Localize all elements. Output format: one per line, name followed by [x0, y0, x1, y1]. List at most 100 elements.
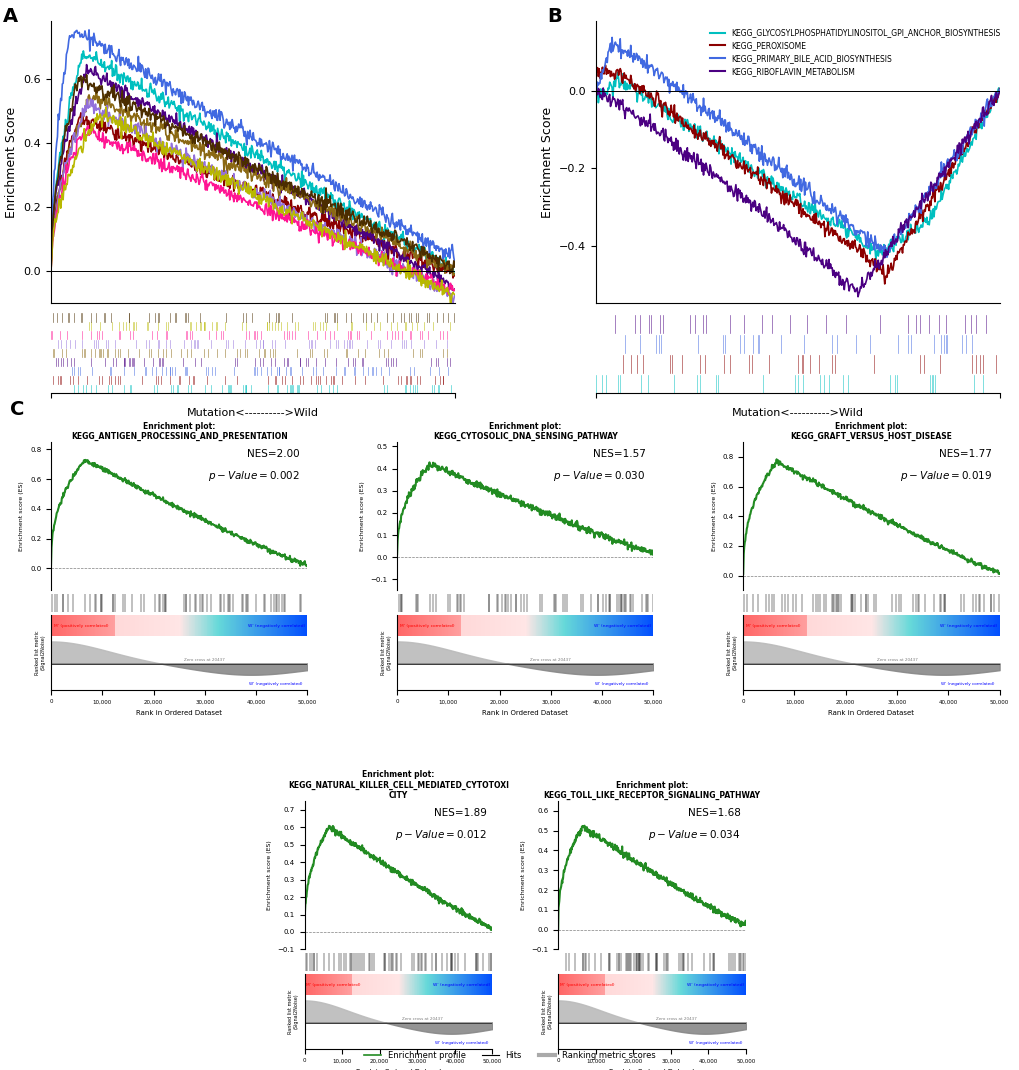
KEGG_GRAFT_VERSUS_HOST_DISEASE: [239, 131, 252, 143]
KEGG_NATURAL_KILLER_CELL_MEDIATED_CYTOTOXICITY: [45, 259, 57, 272]
KEGG_RIBOFLAVIN_METABOLISM: [984, 89, 997, 102]
KEGG_PRIMARY_BILE_ACID_BIOSYNTHESIS: [830, 218, 843, 231]
KEGG_TOLL_LIKE_RECEPTOR_SIGNALING_PATHWAY: [376, 247, 388, 260]
KEGG_ANTIGEN_PROCESSING_AND_PRESENTATION: [239, 140, 252, 153]
KEGG_PRION_DISEASES: [237, 183, 250, 196]
KEGG_TOLL_LIKE_RECEPTOR_SIGNALING_PATHWAY: [239, 185, 252, 198]
KEGG_PEROXISOME: [830, 227, 843, 240]
Y-axis label: Ranked list metric
(Signal2Noise): Ranked list metric (Signal2Noise): [727, 630, 737, 675]
KEGG_PRION_DISEASES: [86, 93, 98, 106]
Y-axis label: Ranked list metric
(Signal2Noise): Ranked list metric (Signal2Noise): [541, 990, 552, 1034]
KEGG_CYTOSOLIC_DNA_SENSING_PATHWAY: [237, 175, 250, 188]
Text: W' (negatively correlated): W' (negatively correlated): [593, 624, 650, 628]
KEGG_PEROXISOME: [784, 195, 796, 208]
KEGG_ANTIGEN_PROCESSING_AND_PRESENTATION: [45, 260, 57, 273]
KEGG_GRAFT_VERSUS_HOST_DISEASE: [376, 201, 388, 214]
Y-axis label: Ranked list metric
(Signal2Noise): Ranked list metric (Signal2Noise): [288, 990, 299, 1034]
Y-axis label: Enrichment score (ES): Enrichment score (ES): [711, 482, 716, 551]
Text: W' (negatively correlated): W' (negatively correlated): [688, 1041, 742, 1045]
Text: NES=1.68: NES=1.68: [687, 809, 740, 819]
Legend: KEGG_ANTIGEN_PROCESSING_AND_PRESENTATION, KEGG_CYTOSOLIC_DNA_SENSING_PATHWAY, KE: KEGG_ANTIGEN_PROCESSING_AND_PRESENTATION…: [633, 26, 874, 143]
KEGG_ANTIGEN_PROCESSING_AND_PRESENTATION: [448, 268, 461, 280]
KEGG_TYPE_I_DIABETES_MELLITUS: [239, 159, 252, 172]
Line: KEGG_TOLL_LIKE_RECEPTOR_SIGNALING_PATHWAY: KEGG_TOLL_LIKE_RECEPTOR_SIGNALING_PATHWA…: [51, 107, 454, 307]
Text: C: C: [10, 400, 24, 418]
X-axis label: Rank in Ordered Dataset: Rank in Ordered Dataset: [137, 709, 222, 716]
Text: $\it{p-Value}={0.019}$: $\it{p-Value}={0.019}$: [899, 469, 990, 483]
KEGG_CYTOSOLIC_DNA_SENSING_PATHWAY: [446, 272, 459, 285]
Legend: KEGG_GLYCOSYLPHOSPHATIDYLINOSITOL_GPI_ANCHOR_BIOSYNTHESIS, KEGG_PEROXISOME, KEGG: KEGG_GLYCOSYLPHOSPHATIDYLINOSITOL_GPI_AN…: [706, 26, 1003, 79]
KEGG_GRAFT_VERSUS_HOST_DISEASE: [439, 243, 451, 256]
KEGG_PEROXISOME: [599, 59, 611, 72]
Title: Enrichment plot:
KEGG_TOLL_LIKE_RECEPTOR_SIGNALING_PATHWAY: Enrichment plot: KEGG_TOLL_LIKE_RECEPTOR…: [543, 781, 760, 800]
KEGG_TOLL_LIKE_RECEPTOR_SIGNALING_PATHWAY: [448, 288, 461, 301]
KEGG_RIBOFLAVIN_METABOLISM: [808, 253, 820, 265]
KEGG_PROSTATE_CANCER: [45, 264, 57, 277]
KEGG_PRION_DISEASES: [376, 256, 388, 269]
KEGG_LEISHMANIA_INFECTION: [447, 285, 460, 297]
Text: $\it{p-Value}={0.034}$: $\it{p-Value}={0.034}$: [647, 828, 740, 842]
Text: W' (negatively correlated): W' (negatively correlated): [686, 982, 744, 987]
KEGG_RIBOFLAVIN_METABOLISM: [993, 86, 1005, 98]
Text: $\it{p-Value}={0.002}$: $\it{p-Value}={0.002}$: [208, 469, 300, 483]
Text: M' (positively correlated): M' (positively correlated): [745, 624, 800, 628]
KEGG_TYPE_I_DIABETES_MELLITUS: [285, 181, 298, 194]
KEGG_TOLL_LIKE_RECEPTOR_SIGNALING_PATHWAY: [264, 192, 276, 204]
Line: KEGG_GRAFT_VERSUS_HOST_DISEASE: KEGG_GRAFT_VERSUS_HOST_DISEASE: [51, 30, 454, 270]
KEGG_TYPE_I_DIABETES_MELLITUS: [376, 227, 388, 240]
KEGG_PRION_DISEASES: [285, 213, 298, 226]
KEGG_GLYCOSYLPHOSPHATIDYLINOSITOL_GPI_ANCHOR_BIOSYNTHESIS: [830, 218, 843, 231]
KEGG_TOLL_LIKE_RECEPTOR_SIGNALING_PATHWAY: [100, 101, 112, 113]
Y-axis label: Enrichment score (ES): Enrichment score (ES): [360, 482, 365, 551]
KEGG_TOLL_LIKE_RECEPTOR_SIGNALING_PATHWAY: [45, 264, 57, 277]
KEGG_TYPE_I_DIABETES_MELLITUS: [448, 260, 461, 273]
KEGG_PRIMARY_BILE_ACID_BIOSYNTHESIS: [993, 82, 1005, 95]
KEGG_RIBOFLAVIN_METABOLISM: [596, 81, 608, 94]
KEGG_RIBOFLAVIN_METABOLISM: [830, 269, 843, 281]
KEGG_PROSTATE_CANCER: [239, 196, 252, 209]
KEGG_PEROXISOME: [877, 277, 890, 290]
Line: KEGG_RIBOFLAVIN_METABOLISM: KEGG_RIBOFLAVIN_METABOLISM: [595, 88, 999, 296]
Y-axis label: Ranked list metric
(Signal2Noise): Ranked list metric (Signal2Noise): [380, 630, 391, 675]
KEGG_NATURAL_KILLER_CELL_MEDIATED_CYTOTOXICITY: [264, 177, 276, 189]
Text: Zero cross at 20437: Zero cross at 20437: [875, 658, 916, 662]
KEGG_CYTOSOLIC_DNA_SENSING_PATHWAY: [376, 241, 388, 254]
KEGG_ANTIGEN_PROCESSING_AND_PRESENTATION: [264, 156, 276, 169]
KEGG_GLYCOSYLPHOSPHATIDYLINOSITOL_GPI_ANCHOR_BIOSYNTHESIS: [921, 215, 933, 228]
KEGG_TOLL_LIKE_RECEPTOR_SIGNALING_PATHWAY: [285, 217, 298, 230]
Y-axis label: Enrichment score (ES): Enrichment score (ES): [521, 840, 525, 911]
Y-axis label: Enrichment score (ES): Enrichment score (ES): [267, 840, 272, 911]
KEGG_GRAFT_VERSUS_HOST_DISEASE: [237, 126, 250, 139]
KEGG_PROSTATE_CANCER: [448, 284, 461, 296]
KEGG_PROSTATE_CANCER: [237, 192, 250, 204]
KEGG_TYPE_I_DIABETES_MELLITUS: [81, 68, 93, 81]
Text: Zero cross at 20437: Zero cross at 20437: [184, 658, 225, 662]
KEGG_NATURAL_KILLER_CELL_MEDIATED_CYTOTOXICITY: [446, 269, 459, 281]
Line: KEGG_PEROXISOME: KEGG_PEROXISOME: [595, 65, 999, 284]
KEGG_CYTOSOLIC_DNA_SENSING_PATHWAY: [439, 265, 451, 278]
X-axis label: Mutation<---------->Wild: Mutation<---------->Wild: [186, 409, 319, 418]
KEGG_PRIMARY_BILE_ACID_BIOSYNTHESIS: [589, 85, 601, 97]
KEGG_GLYCOSYLPHOSPHATIDYLINOSITOL_GPI_ANCHOR_BIOSYNTHESIS: [589, 85, 601, 97]
Text: M' (positively correlated): M' (positively correlated): [54, 624, 108, 628]
Text: Zero cross at 20437: Zero cross at 20437: [401, 1018, 442, 1021]
Text: $\it{p-Value}={0.030}$: $\it{p-Value}={0.030}$: [553, 469, 645, 483]
Text: NES=2.00: NES=2.00: [247, 449, 300, 459]
Text: NES=1.57: NES=1.57: [592, 449, 645, 459]
Text: W' (negatively correlated): W' (negatively correlated): [433, 982, 490, 987]
X-axis label: Rank in Ordered Dataset: Rank in Ordered Dataset: [356, 1069, 441, 1070]
KEGG_PEROXISOME: [984, 93, 997, 106]
Title: Enrichment plot:
KEGG_NATURAL_KILLER_CELL_MEDIATED_CYTOTOXI
CITY: Enrichment plot: KEGG_NATURAL_KILLER_CEL…: [287, 770, 508, 800]
KEGG_PRION_DISEASES: [448, 289, 461, 302]
KEGG_TOLL_LIKE_RECEPTOR_SIGNALING_PATHWAY: [439, 282, 451, 295]
Text: W' (negatively correlated): W' (negatively correlated): [249, 682, 302, 686]
KEGG_PEROXISOME: [782, 198, 794, 211]
Line: KEGG_ANTIGEN_PROCESSING_AND_PRESENTATION: KEGG_ANTIGEN_PROCESSING_AND_PRESENTATION: [51, 51, 454, 274]
Text: A: A: [3, 7, 17, 27]
KEGG_TYPE_I_DIABETES_MELLITUS: [237, 155, 250, 168]
X-axis label: Mutation<---------->Wild: Mutation<---------->Wild: [731, 409, 863, 418]
KEGG_PROSTATE_CANCER: [376, 251, 388, 264]
KEGG_RIBOFLAVIN_METABOLISM: [784, 231, 796, 244]
KEGG_PRION_DISEASES: [45, 266, 57, 279]
Line: KEGG_TYPE_I_DIABETES_MELLITUS: KEGG_TYPE_I_DIABETES_MELLITUS: [51, 75, 454, 274]
